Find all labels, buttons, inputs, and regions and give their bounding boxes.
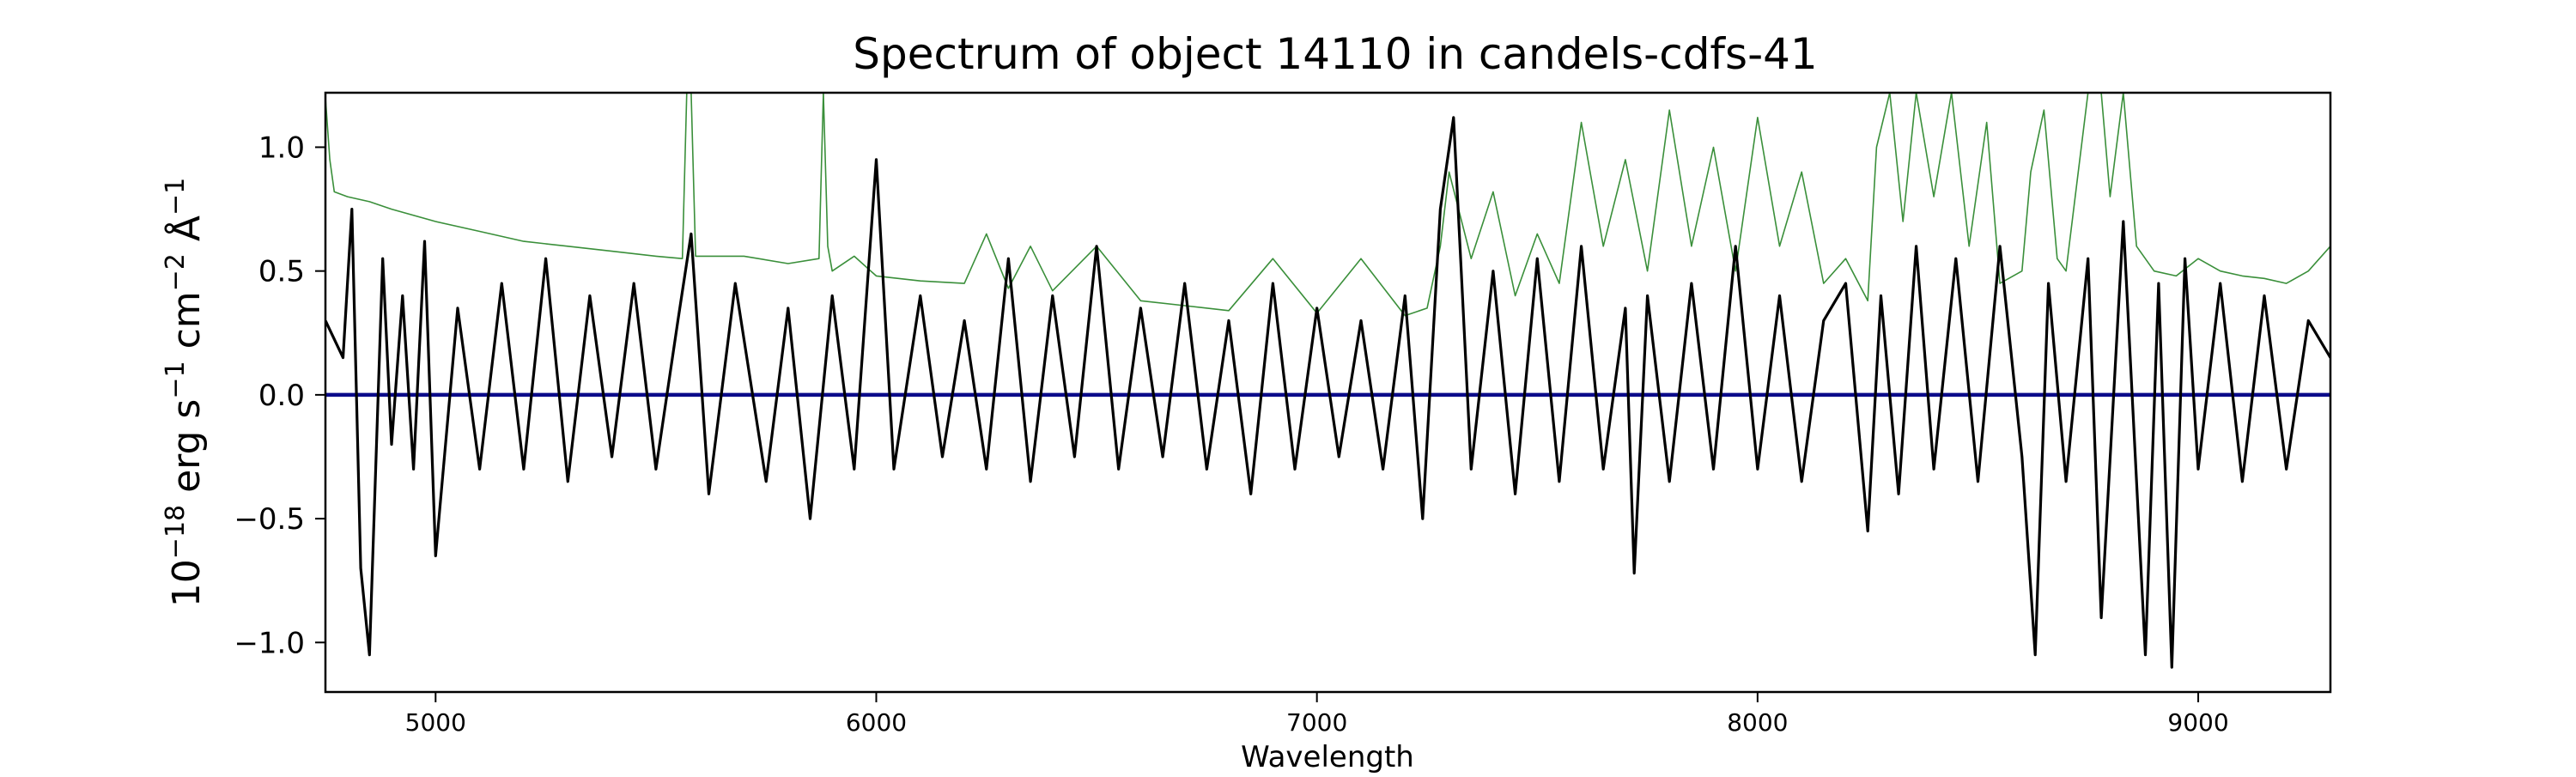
x-tick-label: 9000 [2167,708,2228,737]
ylabel-exp1: −18 [161,505,191,559]
y-tick-label: −0.5 [234,502,305,537]
y-tick-label: 1.0 [258,131,305,165]
ylabel-base: 10 [165,559,209,607]
series-line-error [325,93,2330,317]
y-axis-label: 10−18 erg s−1 cm−2 Å−1 [161,178,209,607]
x-axis: 5000 6000 7000 8000 9000 [405,692,2229,737]
plot-background [325,93,2330,692]
plot-frame [324,91,2332,694]
ylabel-exp2: −1 [161,361,191,398]
ylabel-unit3: Å [163,215,209,253]
chart-title: Spectrum of object 14110 in candels-cdfs… [853,29,1818,79]
ylabel-unit2: cm [165,291,209,361]
ylabel-exp4: −1 [161,178,191,215]
x-tick-label: 6000 [846,708,907,737]
plot-area [324,91,2332,694]
ylabel-unit1: erg s [165,399,209,505]
series-layer [325,93,2330,669]
y-tick-label: 0.5 [258,255,305,289]
ylabel-exp3: −2 [161,253,191,291]
y-axis: 1.0 0.5 0.0 −0.5 −1.0 [234,131,325,660]
series-line-flux [325,116,2330,669]
x-tick-label: 5000 [405,708,466,737]
x-tick-label: 8000 [1727,708,1788,737]
x-tick-label: 7000 [1286,708,1347,737]
y-tick-label: 0.0 [258,379,305,413]
x-axis-label: Wavelength [1241,740,1414,773]
y-tick-label: −1.0 [234,626,305,660]
